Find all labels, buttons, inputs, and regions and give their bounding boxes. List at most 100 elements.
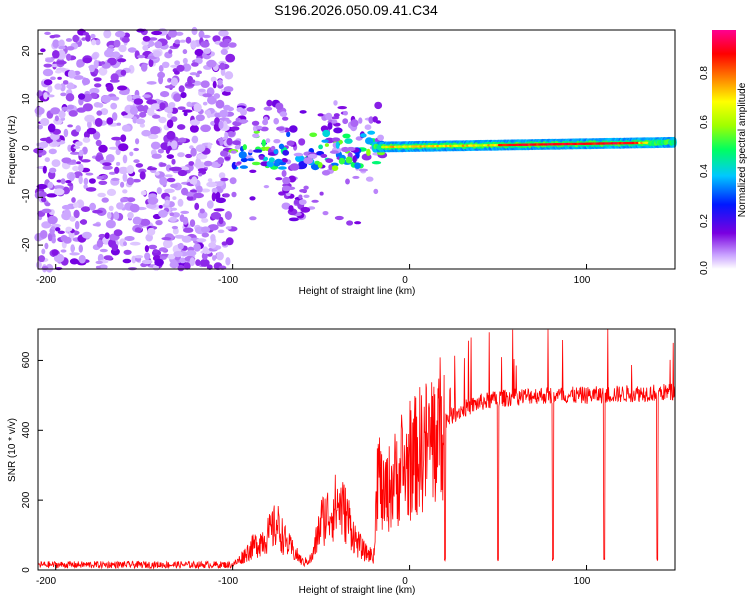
spectrogram-cell [129, 203, 140, 213]
spectrogram-cell [218, 30, 229, 37]
spectrogram-cell [193, 243, 201, 252]
spectrogram-cell [213, 93, 221, 99]
spectrogram-cell [129, 241, 141, 246]
snr-tick-marks [38, 359, 588, 571]
spectrogram-cell [159, 176, 168, 186]
spectrogram-cell [86, 127, 97, 135]
spectrogram-cell [273, 149, 279, 155]
spectrogram-cell [197, 70, 202, 75]
spectrogram-cell [238, 119, 249, 123]
spectrogram-cell [314, 160, 320, 165]
spectrogram-cell [240, 157, 248, 163]
spectrogram-cell [173, 93, 182, 102]
spectrogram-cell [224, 156, 231, 161]
spectrogram-cell [139, 171, 146, 180]
spectrogram-cell [122, 258, 132, 264]
spectrogram-cell [268, 157, 275, 163]
spectrogram-cell [328, 164, 333, 171]
spectrogram-cell [151, 30, 163, 36]
spectrogram-cell [123, 241, 127, 246]
spectrogram-cell [126, 94, 133, 102]
spectrogram-cell [63, 128, 69, 138]
spectrogram-cell [220, 48, 228, 56]
spectrogram-cell [216, 251, 224, 261]
y-tick-label: 200 [21, 491, 32, 508]
spectrogram-cell [144, 245, 149, 253]
spectrogram-cell [249, 169, 257, 173]
spectrogram-cell [167, 29, 178, 38]
spectrogram-cell [273, 139, 281, 144]
spectrogram-cell [85, 187, 97, 192]
spectrogram-cell [83, 177, 89, 186]
spectrogram-cell [159, 162, 167, 167]
snr-x-axis: -200 -100 0 100 [36, 576, 591, 587]
spectrogram-cell [219, 109, 229, 118]
spectrogram-cell [354, 221, 362, 225]
spectrogram-cell [96, 239, 104, 248]
spectrogram-cell [373, 188, 379, 195]
spectrogram-cell [111, 177, 120, 181]
spectrogram-cell [80, 206, 91, 213]
spectrogram-cell [288, 217, 299, 222]
spectrogram-cell [345, 156, 353, 164]
spectrogram-cell [129, 106, 139, 115]
spectrogram-cell [191, 26, 198, 36]
spectrogram-cell [168, 102, 176, 108]
spectrogram-cell [223, 193, 230, 198]
spectrogram-cell [281, 158, 288, 163]
spectrogram-cell [76, 107, 87, 113]
spectrogram-cell [222, 120, 228, 130]
spectrogram-cell [189, 178, 198, 185]
spectrogram-panel: -200 -100 0 100 -20 -10 0 10 20 Height o… [7, 26, 677, 297]
spectrogram-cell [51, 159, 61, 168]
spectrogram-cell [325, 158, 334, 164]
spectrogram-cell [47, 85, 53, 93]
spectrogram-cell [177, 264, 185, 272]
spectrogram-cell [322, 129, 331, 138]
spectrogram-cell [179, 39, 186, 43]
spectrogram-cell [200, 124, 212, 133]
spectrogram-cell [146, 99, 158, 105]
spectrogram-cell [110, 73, 119, 82]
spectrogram-cell [189, 72, 198, 76]
spectrogram-cell [62, 80, 69, 85]
spectrogram-cell [80, 159, 91, 163]
spectrogram-cell [120, 181, 125, 188]
spectrogram-cell [321, 170, 331, 176]
spectrogram-cell [46, 94, 55, 98]
spectrogram-cell [49, 167, 57, 174]
spectrogram-cell [152, 114, 161, 119]
x-tick-label: 0 [402, 275, 408, 286]
spectrogram-cell [53, 253, 65, 263]
spectrogram-cell [100, 61, 106, 65]
spectrogram-heatmap [33, 26, 677, 273]
spectrogram-cell [221, 90, 231, 96]
spectrogram-cell [224, 131, 229, 139]
spectrogram-cell [158, 205, 163, 209]
spectrogram-cell [98, 233, 106, 239]
spectrogram-cell [154, 171, 160, 176]
spectrogram-cell [334, 215, 344, 221]
spectrogram-cell [134, 255, 144, 259]
spectrogram-cell [227, 106, 234, 112]
spectrogram-cell [365, 137, 374, 145]
x-tick-label: 100 [574, 576, 591, 587]
spectrogram-cell [207, 224, 219, 231]
spectrogram-cell [39, 191, 47, 198]
colorbar-tick-label: 0.0 [699, 261, 710, 275]
spectrogram-cell [40, 118, 50, 126]
spectrogram-cell [288, 205, 294, 212]
spectrogram-cell [141, 40, 149, 46]
spectrogram-cell [44, 157, 50, 163]
spectrogram-cell [318, 144, 323, 150]
spectrogram-cell [148, 244, 158, 250]
spectrogram-cell [50, 226, 56, 230]
spectrogram-cell [211, 187, 218, 194]
spectrogram-cell [279, 111, 288, 117]
spectrogram-cell [116, 122, 122, 126]
spectrogram-cell [266, 99, 273, 107]
spectrogram-cell [118, 143, 129, 152]
spectrogram-cell [93, 68, 99, 75]
spectrogram-cell [203, 160, 213, 167]
